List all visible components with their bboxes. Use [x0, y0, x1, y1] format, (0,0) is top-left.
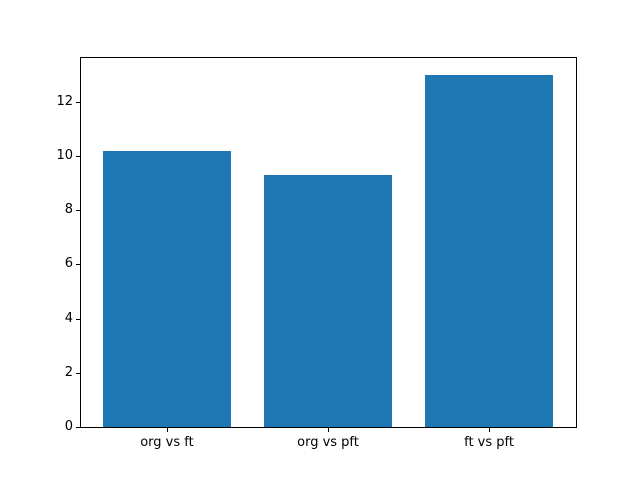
y-tick-label-10: 10	[56, 147, 73, 163]
y-tick-label-6: 6	[64, 256, 73, 272]
x-tick-label-ft-vs-pft: ft vs pft	[464, 435, 514, 450]
y-tick-mark	[76, 372, 80, 374]
y-tick-label-12: 12	[56, 93, 73, 109]
x-tick-mark	[166, 428, 168, 432]
x-tick-mark	[328, 428, 329, 432]
y-tick-mark	[76, 318, 80, 320]
x-tick-mark	[489, 428, 491, 432]
bar-ft-vs-pft	[424, 74, 554, 427]
plot-area	[80, 57, 577, 428]
y-tick-mark	[76, 210, 80, 212]
y-tick-mark	[76, 101, 80, 103]
y-tick-mark	[76, 427, 80, 428]
y-tick-label-4: 4	[64, 310, 73, 326]
y-tick-label-0: 0	[64, 419, 73, 434]
x-tick-label-org-vs-ft: org vs ft	[140, 435, 194, 450]
bar-org-vs-ft	[102, 150, 232, 427]
bar-org-vs-pft	[263, 174, 393, 427]
y-tick-label-2: 2	[64, 364, 73, 380]
x-tick-label-org-vs-pft: org vs pft	[297, 435, 359, 450]
y-tick-label-8: 8	[64, 202, 73, 218]
y-tick-mark	[76, 264, 80, 266]
y-tick-mark	[76, 155, 80, 157]
